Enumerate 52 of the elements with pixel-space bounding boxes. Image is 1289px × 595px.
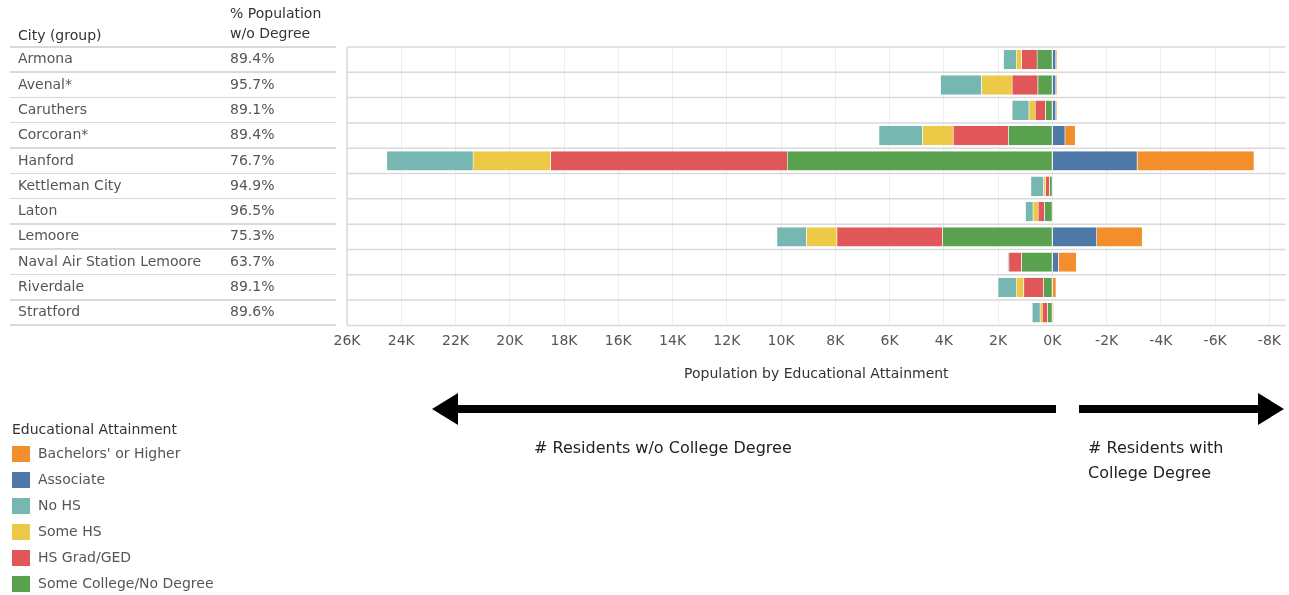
- x-tick-label: 18K: [550, 332, 579, 349]
- y-tick-label: Kettleman City: [18, 176, 122, 193]
- text: # Residents with College Degree: [1088, 438, 1224, 483]
- x-tick-label: 2K: [989, 332, 1008, 349]
- legend-label: No HS: [38, 496, 82, 513]
- y-axis-title: City (group): [18, 26, 102, 43]
- x-tick-label: 24K: [387, 332, 416, 349]
- y-tick-label: Avenal*: [18, 75, 72, 92]
- x-tick-label: 10K: [767, 332, 796, 349]
- legend-title: Educational Attainment: [12, 420, 178, 437]
- y2-tick-label: 94.9%: [230, 176, 275, 193]
- x-tick-label: 8K: [826, 332, 846, 349]
- x-tick-label: 4K: [934, 332, 954, 349]
- y-tick-label: Stratford: [18, 303, 81, 320]
- y2-tick-label: 96.5%: [230, 202, 275, 219]
- x-tick-label: 12K: [713, 332, 742, 349]
- x-axis-title: Population by Educational Attainment: [684, 365, 950, 382]
- y-tick-label: Caruthers: [18, 100, 88, 117]
- y2-tick-label: 76.7%: [230, 151, 275, 168]
- y2-tick-label: 89.1%: [230, 278, 275, 295]
- y2-axis-title: % Population w/o Degree: [230, 4, 322, 41]
- y2-tick-label: 89.4%: [230, 126, 275, 143]
- text: # Residents w/o College Degree: [534, 438, 792, 458]
- x-tick-label: -4K: [1149, 332, 1174, 349]
- y-tick-label: Armona: [18, 50, 73, 67]
- y2-tick-label: 63.7%: [230, 252, 275, 269]
- legend-label: Associate: [38, 470, 105, 487]
- legend-label: HS Grad/GED: [38, 548, 132, 565]
- x-tick-label: 6K: [880, 332, 900, 349]
- x-tick-label: 20K: [496, 332, 525, 349]
- x-tick-label: 22K: [442, 332, 470, 349]
- x-tick-label: 26K: [333, 332, 362, 349]
- y2-tick-label: 75.3%: [230, 227, 275, 244]
- y2-tick-label: 89.6%: [230, 303, 275, 320]
- y-tick-label: Riverdale: [18, 278, 84, 295]
- y-tick-label: Laton: [18, 202, 58, 219]
- x-tick-label: -8K: [1257, 332, 1282, 349]
- y-tick-label: Lemoore: [18, 227, 79, 244]
- y2-tick-label: 89.1%: [230, 100, 275, 117]
- legend-label: Some College/No Degree: [38, 574, 214, 591]
- y-tick-label: Hanford: [18, 151, 74, 168]
- x-tick-label: 16K: [604, 332, 633, 349]
- legend-label: Bachelors' or Higher: [38, 444, 181, 461]
- y2-tick-label: 89.4%: [230, 50, 275, 67]
- x-tick-label: -6K: [1203, 332, 1228, 349]
- x-tick-label: 14K: [659, 332, 687, 349]
- y2-tick-label: 95.7%: [230, 75, 275, 92]
- x-tick-label: 0K: [1043, 332, 1063, 349]
- y-tick-label: Naval Air Station Lemoore: [18, 252, 202, 269]
- legend-label: Some HS: [38, 522, 102, 539]
- x-tick-label: -2K: [1095, 332, 1120, 349]
- y-tick-label: Corcoran*: [18, 126, 89, 143]
